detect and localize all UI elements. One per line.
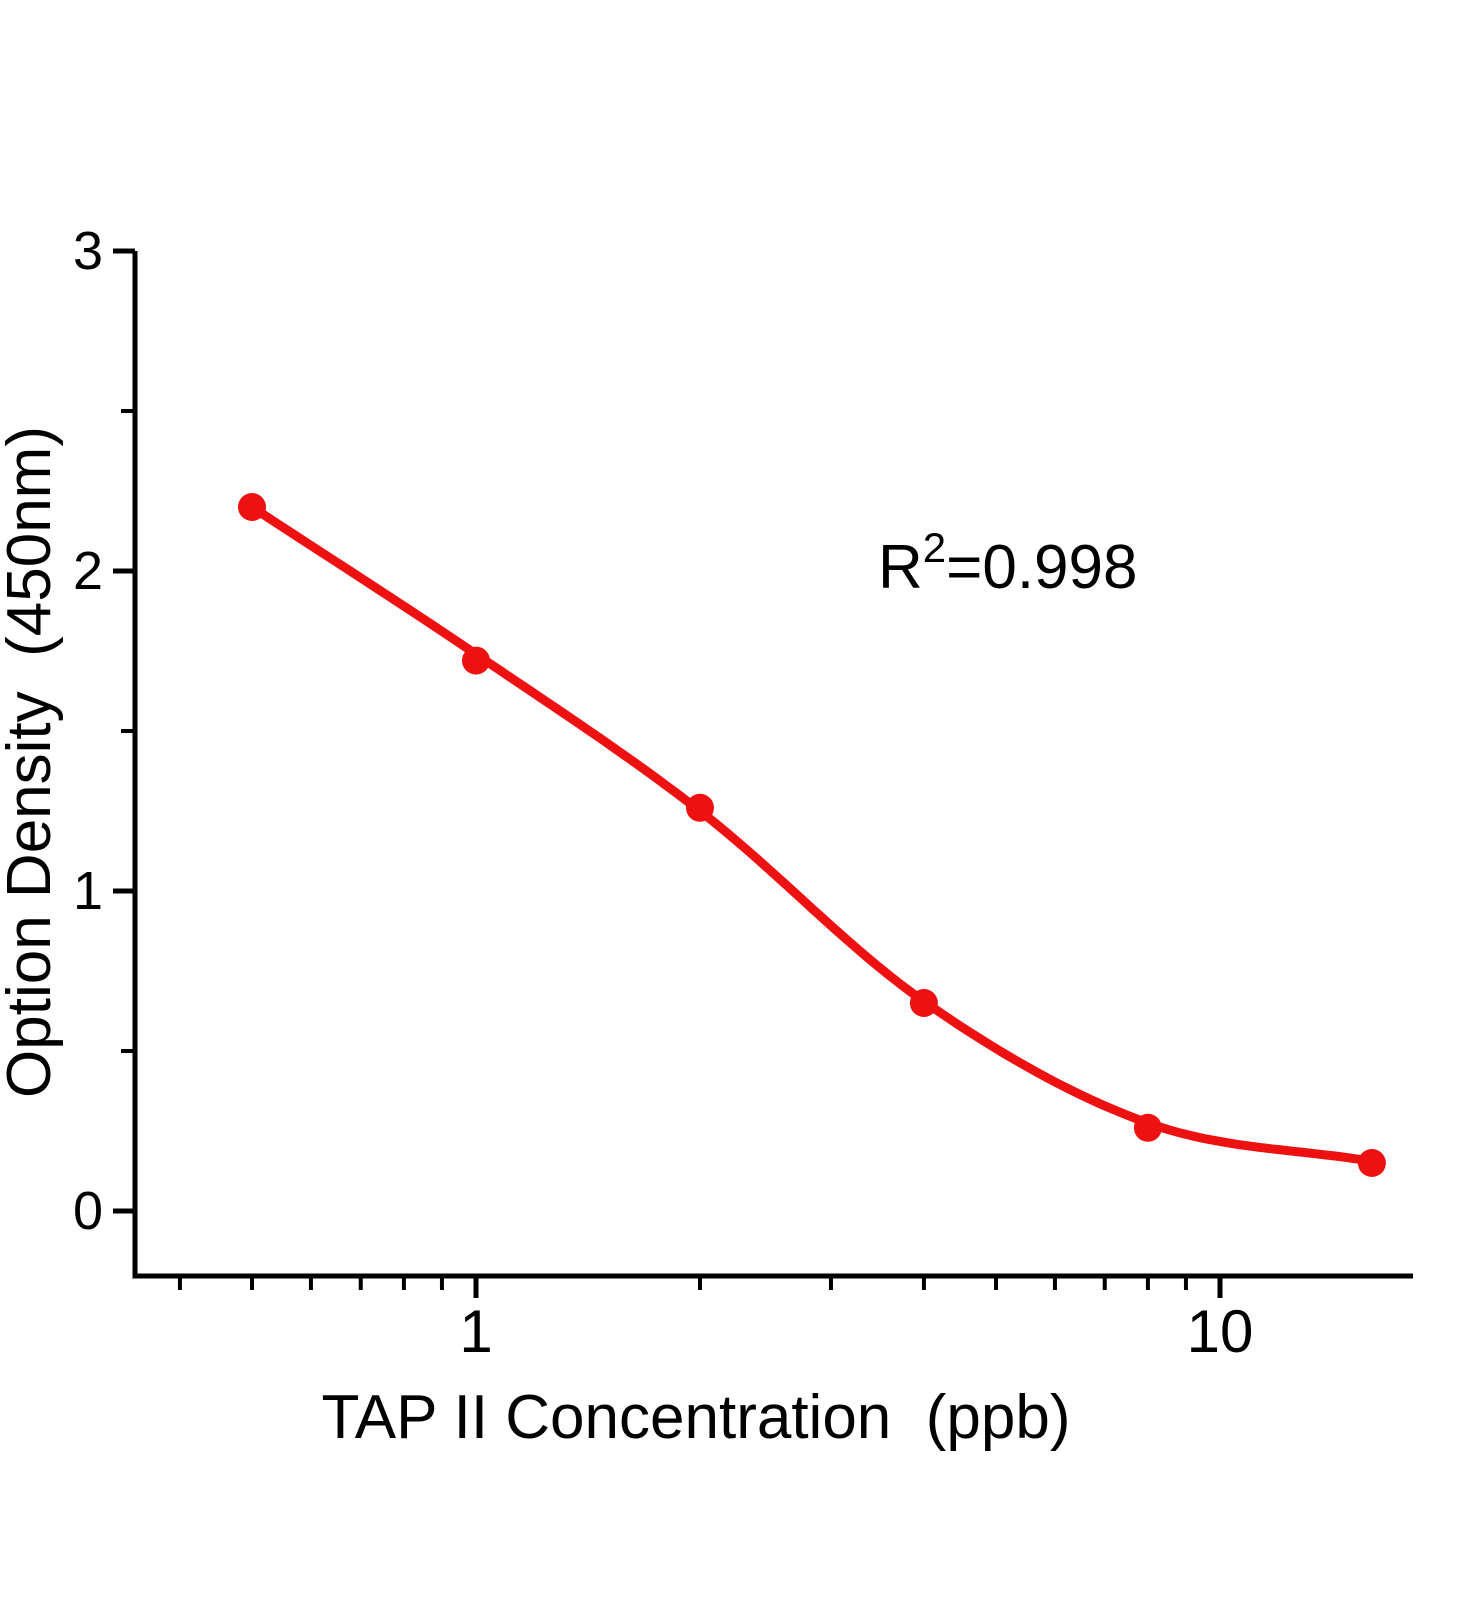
x-tick-label: 1 xyxy=(459,1298,492,1365)
y-tick-label: 3 xyxy=(73,221,103,281)
y-axis-title: Option Density (450nm) xyxy=(0,426,64,1098)
r-squared-superscript: 2 xyxy=(922,524,947,571)
data-point xyxy=(238,493,266,521)
y-tick-label: 0 xyxy=(73,1181,103,1241)
data-point xyxy=(909,989,938,1017)
axes-spines xyxy=(132,251,1413,1279)
x-tick-label: 10 xyxy=(1187,1298,1254,1365)
fit-curve xyxy=(247,502,1377,1166)
r-squared-value: =0.998 xyxy=(946,533,1138,602)
y-tick-label: 1 xyxy=(73,861,103,921)
data-point xyxy=(686,793,714,822)
x-axis-title: TAP II Concentration (ppb) xyxy=(321,1383,1071,1452)
data-point xyxy=(462,646,490,675)
y-tick-label: 2 xyxy=(73,541,103,601)
r-squared-base: R xyxy=(878,533,923,602)
r-squared-annotation: R2=0.998 xyxy=(878,527,1138,599)
data-point xyxy=(1357,1149,1386,1177)
data-point xyxy=(1133,1113,1162,1142)
